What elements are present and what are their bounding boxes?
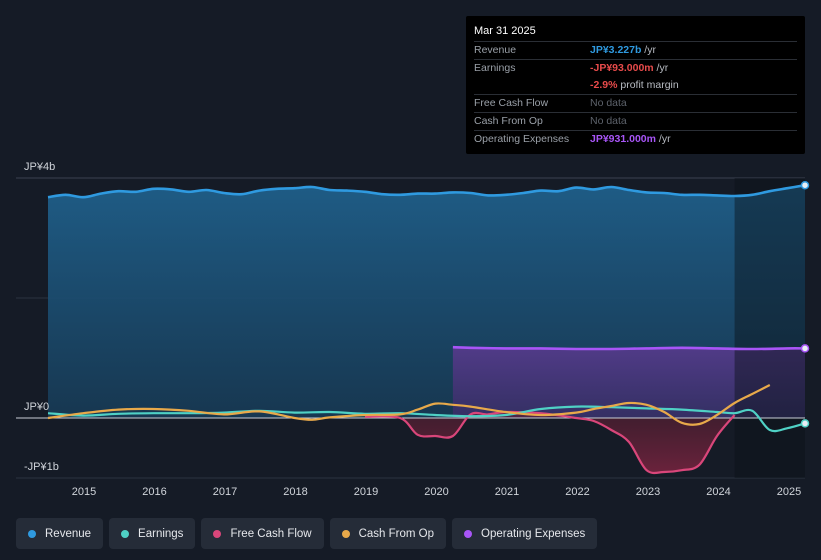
x-tick-label: 2019 xyxy=(354,486,378,498)
tooltip-row-label: Operating Expenses xyxy=(474,133,570,145)
tooltip-row-label: Revenue xyxy=(474,44,517,56)
chart-legend: Revenue Earnings Free Cash Flow Cash From O… xyxy=(16,518,598,549)
tooltip-row-label xyxy=(474,77,590,94)
tooltip-row: -2.9% profit margin xyxy=(474,77,797,94)
tooltip-row-value: JP¥3.227b /yr xyxy=(590,44,656,56)
tooltip-row-label: Cash From Op xyxy=(474,115,543,127)
earnings-end-marker xyxy=(800,419,810,428)
legend-item-revenue[interactable]: Revenue xyxy=(16,518,104,549)
earnings-line xyxy=(47,405,806,433)
x-tick-label: 2020 xyxy=(424,486,448,498)
x-tick-label: 2015 xyxy=(72,486,96,498)
tooltip-row-value: No data xyxy=(590,97,627,109)
operating-expenses-line xyxy=(452,345,806,351)
y-tick-label: JP¥4b xyxy=(24,161,55,173)
tooltip-row-value: JP¥931.000m /yr xyxy=(590,133,671,145)
legend-label: Cash From Op xyxy=(358,527,435,540)
legend-dot-icon xyxy=(464,529,473,538)
tooltip-row: Free Cash Flow No data xyxy=(474,94,797,112)
legend-label: Operating Expenses xyxy=(481,527,586,540)
tooltip-row-value: -2.9% profit margin xyxy=(590,79,679,91)
y-tick-label: -JP¥1b xyxy=(24,461,59,473)
y-tick-label: JP¥0 xyxy=(24,401,49,413)
legend-item-cash-from-op[interactable]: Cash From Op xyxy=(329,518,447,549)
tooltip-date: Mar 31 2025 xyxy=(474,25,536,37)
x-tick-label: 2016 xyxy=(142,486,166,498)
tooltip-rows: Revenue JP¥3.227b /yr Earnings -JP¥93.000m … xyxy=(474,41,797,148)
legend-dot-icon xyxy=(341,529,350,538)
x-tick-label: 2024 xyxy=(706,486,730,498)
legend-dot-icon xyxy=(121,529,130,538)
data-tooltip: Mar 31 2025 Revenue JP¥3.227b /yr Earnings… xyxy=(466,16,805,154)
tooltip-row-value: -JP¥93.000m /yr xyxy=(590,62,669,74)
tooltip-row: Earnings -JP¥93.000m /yr xyxy=(474,59,797,77)
x-tick-label: 2021 xyxy=(495,486,519,498)
legend-item-earnings[interactable]: Earnings xyxy=(109,518,196,549)
tooltip-row: Operating Expenses JP¥931.000m /yr xyxy=(474,130,797,148)
legend-label: Free Cash Flow xyxy=(230,527,312,540)
legend-dot-icon xyxy=(213,529,222,538)
legend-item-operating-expenses[interactable]: Operating Expenses xyxy=(452,518,598,549)
x-tick-label: 2022 xyxy=(565,486,589,498)
operating-expenses-area xyxy=(452,347,805,418)
x-tick-label: 2018 xyxy=(283,486,307,498)
legend-label: Earnings xyxy=(138,527,184,540)
tooltip-row-value: No data xyxy=(590,115,627,127)
tooltip-row-label: Earnings xyxy=(474,62,516,74)
tooltip-row: Revenue JP¥3.227b /yr xyxy=(474,41,797,59)
operating-expenses-end-marker xyxy=(800,344,810,353)
tooltip-row: Cash From Op No data xyxy=(474,112,797,130)
forecast-shade xyxy=(734,178,805,478)
chart-canvas: JP¥4b JP¥0 -JP¥1b 2015 2016 2017 2018 2019 2020 2… xyxy=(16,161,810,498)
free-cash-flow-area xyxy=(364,411,735,474)
legend-dot-icon xyxy=(28,529,36,538)
tooltip-row-label: Free Cash Flow xyxy=(474,97,549,109)
legend-item-free-cash-flow[interactable]: Free Cash Flow xyxy=(201,518,324,549)
legend-label: Revenue xyxy=(45,527,92,540)
free-cash-flow-line xyxy=(364,410,736,475)
revenue-line xyxy=(47,183,806,199)
x-tick-label: 2025 xyxy=(777,486,801,498)
x-tick-label: 2023 xyxy=(636,486,660,498)
x-tick-label: 2017 xyxy=(213,486,237,498)
cash-from-op-line xyxy=(47,384,771,426)
revenue-end-marker xyxy=(800,180,810,190)
